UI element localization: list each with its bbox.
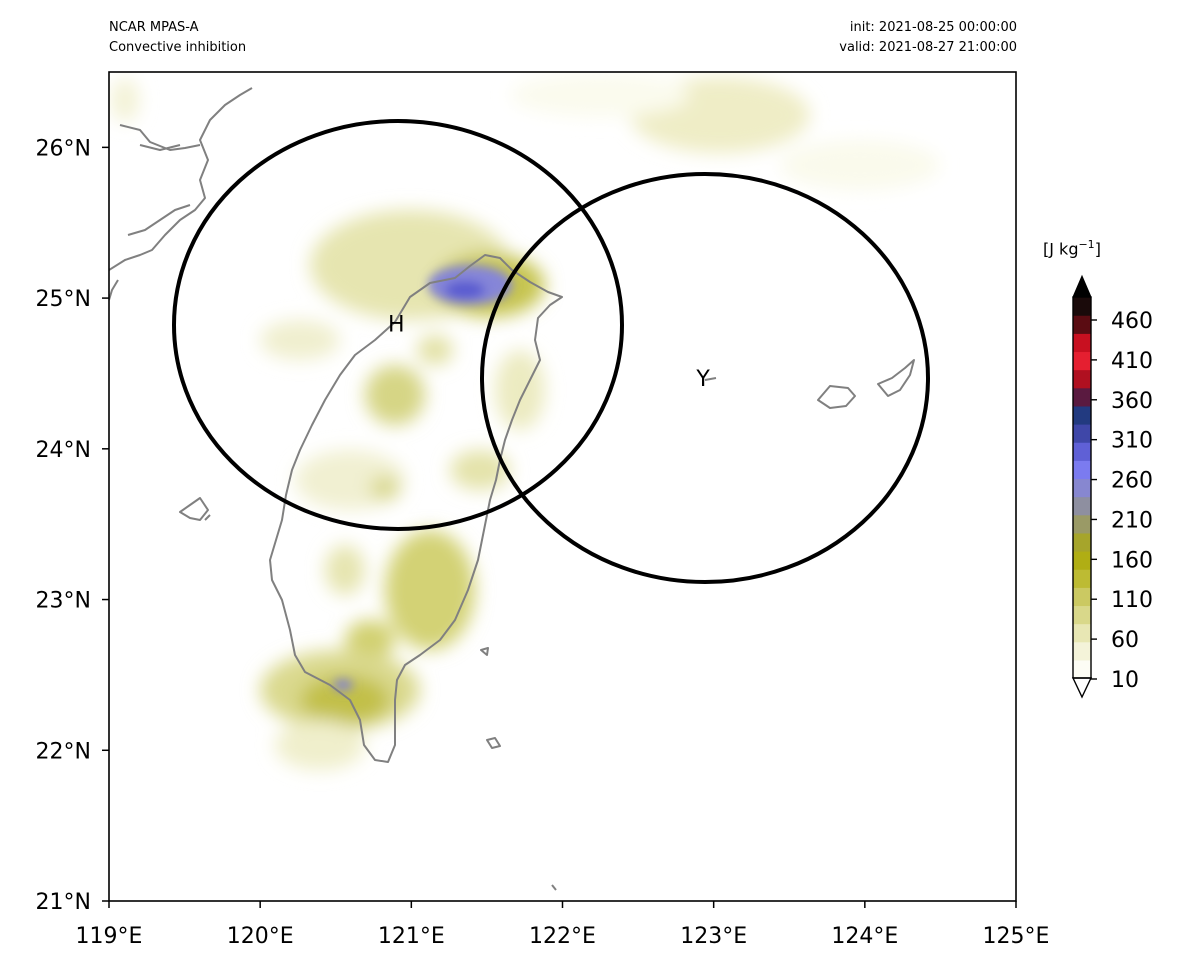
colorbar-extend-max [1072,274,1092,298]
colorbar-tick-label: 260 [1111,469,1153,494]
cin-field [111,73,940,770]
colorbar-segment [1073,551,1091,570]
ryukyu-islands [704,359,915,409]
colorbar-segment [1073,460,1091,480]
colorbar-segment [1073,405,1091,425]
marker-y-label: Y [695,367,710,392]
colorbar-tick-label: 160 [1111,548,1153,573]
penghu-islands [179,497,211,521]
colorbar-segment [1073,605,1091,625]
lon-tick-label: 121°E [378,924,445,949]
field-name: Convective inhibition [109,40,247,55]
circle-y [480,172,930,584]
valid-time: valid: 2021-08-27 21:00:00 [839,40,1017,55]
colorbar: 460 410 360 310 260 210 160 110 60 10 [1071,274,1153,699]
colorbar-extend-min [1071,677,1093,699]
plot-header-right: init: 2021-08-25 00:00:00 valid: 2021-08… [839,18,1017,58]
colorbar-segment [1073,532,1091,552]
colorbar-tick-label: 110 [1111,588,1153,613]
colorbar-tick-label: 360 [1111,389,1153,414]
colorbar-tick-label: 60 [1111,628,1139,653]
map-plot-area [109,72,1016,901]
colorbar-segment [1073,369,1091,389]
colorbar-tick-label: 310 [1111,429,1153,454]
colorbar-segment [1073,387,1091,407]
init-time: init: 2021-08-25 00:00:00 [849,20,1017,35]
colorbar-segment [1073,569,1091,588]
colorbar-segment [1073,478,1091,498]
lat-tick-label: 23°N [36,589,91,614]
lon-tick-label: 122°E [529,924,596,949]
fujian-coastline [109,87,253,301]
colorbar-unit-label: [J kg−1] [1043,238,1101,259]
colorbar-tick-label: 210 [1111,508,1153,533]
colorbar-frame [1072,296,1092,679]
lon-tick-label: 119°E [76,924,143,949]
colorbar-segment [1073,315,1091,334]
lon-tick-label: 123°E [680,924,747,949]
colorbar-segment [1073,424,1091,443]
axis-ticks: 119°E 120°E 121°E 122°E 123°E 124°E 125°E 21°N 2… [36,136,1050,949]
colorbar-segment [1073,659,1091,679]
colorbar-segment [1073,351,1091,371]
colorbar-segment [1073,496,1091,516]
lat-tick-label: 26°N [36,136,91,161]
colorbar-segment [1073,623,1091,643]
lat-tick-label: 22°N [36,739,91,764]
colorbar-tick-label: 460 [1111,309,1153,334]
lon-tick-label: 125°E [983,924,1050,949]
colorbar-tick-label: 410 [1111,349,1153,374]
circle-h [172,119,624,531]
lon-tick-label: 120°E [227,924,294,949]
lat-tick-label: 24°N [36,438,91,463]
plot-header-left: NCAR MPAS-A Convective inhibition [109,18,246,58]
lon-tick-label: 124°E [831,924,898,949]
colorbar-segment [1073,641,1091,661]
colorbar-segment [1073,442,1091,461]
colorbar-segment [1073,297,1091,316]
small-islands [480,647,557,891]
lat-tick-label: 25°N [36,287,91,312]
lat-tick-label: 21°N [36,890,91,915]
colorbar-tick-label: 10 [1111,668,1139,693]
colorbar-segment [1073,514,1091,534]
markers: HY [388,313,710,392]
colorbar-segment [1073,587,1091,607]
colorbar-segment [1073,333,1091,353]
marker-h-label: H [388,313,405,338]
model-name: NCAR MPAS-A [109,20,199,35]
forecast-circles [172,119,930,584]
